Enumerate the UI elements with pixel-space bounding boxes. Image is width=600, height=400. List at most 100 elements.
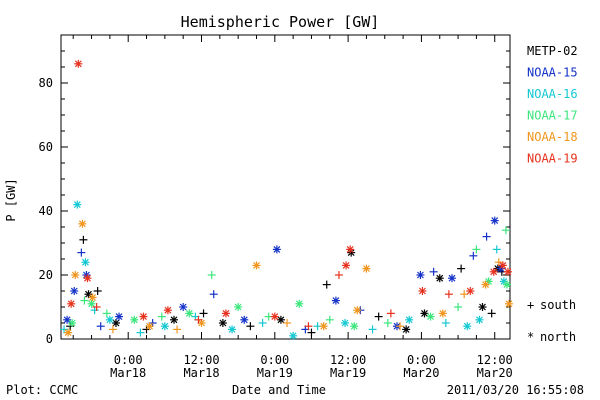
data-point-north: [276, 315, 285, 324]
data-point-south: [457, 264, 466, 273]
legend-entry: METP-02: [527, 44, 578, 58]
legend-entry: NOAA-16: [527, 87, 578, 101]
y-tick-label: 0: [46, 332, 53, 346]
data-point-north: [70, 287, 79, 295]
chart-title: Hemispheric Power [GW]: [181, 13, 380, 31]
data-point-north: [481, 280, 490, 289]
data-point-north: [221, 309, 230, 318]
data-point-south: [194, 315, 203, 324]
series-noaa-18: [64, 219, 513, 337]
plot-timestamp: 2011/03/20 16:55:08: [447, 383, 584, 397]
data-point-south: [472, 245, 481, 254]
data-point-north: [63, 315, 72, 324]
data-point-north: [475, 315, 484, 324]
legend-entry: NOAA-15: [527, 66, 578, 80]
plot-credit: Plot: CCMC: [6, 383, 78, 397]
data-point-north: [295, 299, 304, 308]
data-point-north: [502, 280, 511, 289]
x-tick-label-date: Mar18: [110, 366, 146, 380]
data-point-north: [64, 328, 73, 337]
data-point-south: [492, 245, 501, 254]
x-tick-label-time: 0:00: [407, 353, 436, 367]
data-point-north: [170, 315, 179, 324]
data-point-north: [272, 245, 281, 254]
data-point-south: [307, 328, 316, 337]
data-point-south: [304, 322, 313, 331]
data-point-north: [426, 312, 435, 321]
data-point-south: [60, 325, 69, 334]
data-point-south: [482, 232, 491, 241]
data-point-south: [501, 226, 510, 235]
data-point-north: [362, 264, 371, 273]
data-point-north: [71, 271, 80, 279]
data-point-north: [346, 245, 355, 254]
data-point-north: [111, 319, 120, 327]
data-point-north: [68, 319, 77, 327]
data-point-south: [334, 271, 343, 279]
data-point-south: [374, 312, 383, 321]
x-tick-label-time: 0:00: [114, 353, 143, 367]
legend-marker-label: south: [540, 298, 576, 312]
data-point-south: [386, 309, 395, 318]
legend-entry: NOAA-17: [527, 109, 578, 123]
data-point-north: [139, 312, 148, 321]
data-point-south: [79, 235, 88, 244]
data-point-south: [92, 303, 101, 311]
data-point-north: [447, 274, 456, 283]
data-point-north: [478, 303, 487, 311]
data-point-north: [341, 319, 350, 327]
legend: METP-02 NOAA-15 NOAA-16 NOAA-17 NOAA-18 NOAA-…: [527, 44, 578, 344]
data-point-north: [503, 267, 512, 276]
data-point-north: [405, 315, 414, 324]
series-noaa-19: [67, 59, 512, 331]
data-point-south: [173, 325, 182, 334]
y-tick-label: 20: [39, 268, 53, 282]
legend-marker-label: north: [540, 330, 576, 344]
data-point-north: [81, 258, 90, 267]
x-axis-label: Date and Time: [232, 383, 326, 397]
data-point-north: [350, 322, 359, 331]
y-tick-label: 40: [39, 204, 53, 218]
legend-entry: NOAA-18: [527, 130, 578, 144]
series-noaa-16: [60, 200, 508, 340]
y-axis-label: P [GW]: [4, 178, 18, 221]
data-point-north: [160, 322, 169, 331]
data-point-north: [504, 299, 513, 308]
data-point-north: [347, 248, 356, 257]
data-point-north: [416, 271, 425, 279]
data-point-south: [246, 322, 255, 331]
data-point-south: [108, 325, 117, 334]
data-point-north: [163, 306, 172, 315]
x-tick-label-date: Mar19: [257, 366, 293, 380]
plot-area: 0204060800:00Mar1812:00Mar180:00Mar1912:…: [39, 34, 513, 380]
data-point-north: [466, 287, 475, 295]
data-point-south: [368, 325, 377, 334]
data-point-north: [420, 309, 429, 318]
legend-marker-south: +: [527, 298, 534, 312]
data-point-north: [73, 200, 82, 209]
data-point-north: [490, 216, 499, 225]
y-tick-label: 80: [39, 76, 53, 90]
data-point-north: [105, 315, 114, 324]
data-point-north: [331, 296, 340, 305]
data-point-south: [494, 258, 503, 267]
data-point-north: [84, 290, 93, 299]
data-point-south: [460, 290, 469, 299]
x-tick-label-date: Mar20: [477, 366, 513, 380]
series-noaa-15: [63, 216, 505, 334]
data-point-north: [353, 306, 362, 315]
data-point-south: [325, 315, 334, 324]
data-point-north: [418, 287, 427, 295]
data-point-south: [157, 312, 166, 321]
data-point-north: [289, 331, 298, 340]
data-point-north: [252, 261, 261, 270]
data-point-north: [74, 59, 83, 68]
data-point-north: [185, 309, 194, 318]
data-point-south: [487, 309, 496, 318]
data-point-north: [83, 274, 92, 283]
legend-entry: NOAA-19: [527, 152, 578, 166]
data-point-south: [283, 319, 292, 327]
data-point-north: [218, 319, 227, 327]
x-tick-label-time: 0:00: [260, 353, 289, 367]
